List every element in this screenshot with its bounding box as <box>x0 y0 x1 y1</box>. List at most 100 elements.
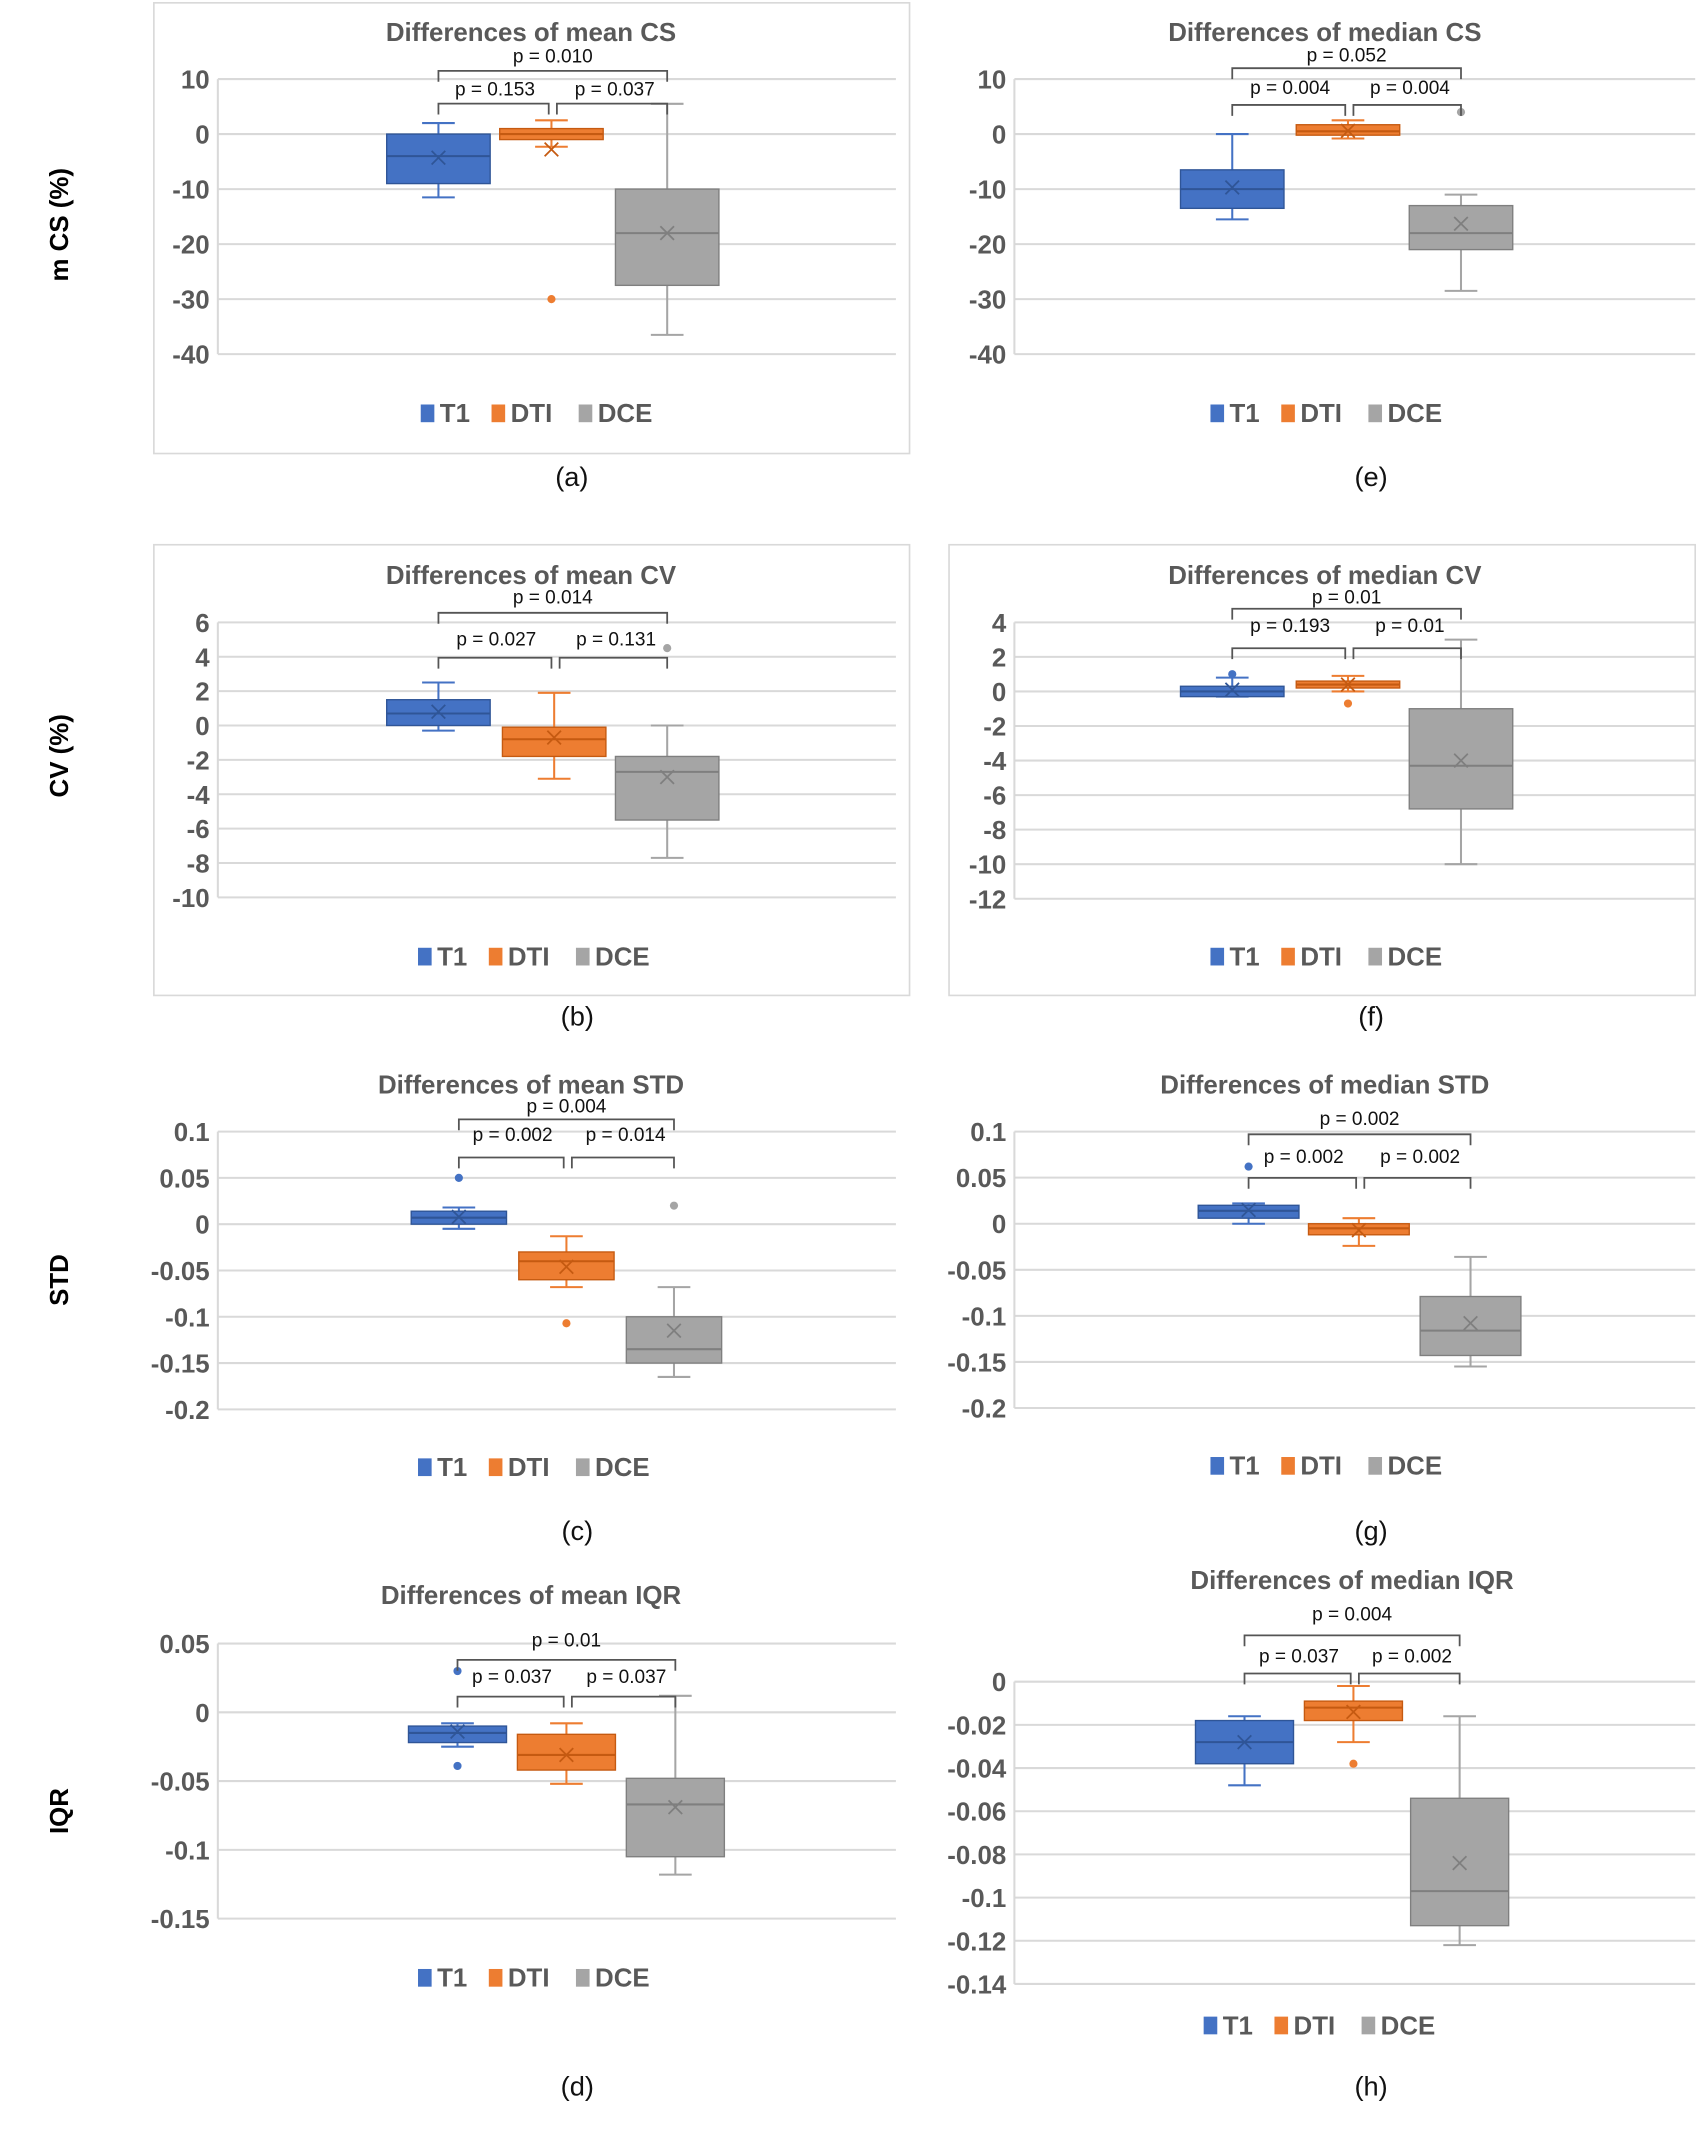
chart-title: Differences of mean STD <box>378 1071 684 1099</box>
chart-a: Differences of mean CS 10 0 -10 -20 -30 -40 p =… <box>153 2 911 492</box>
y-tick-label: -10 <box>969 177 1006 205</box>
row-label-iqr: IQR <box>46 1788 74 1834</box>
legend: T1 DTI DCE <box>418 1965 650 1993</box>
p-value-t1-dce: p = 0.01 <box>532 1630 601 1651</box>
p-value-t1-dce: p = 0.01 <box>1312 587 1381 608</box>
p-value-t1-dce: p = 0.002 <box>1320 1109 1400 1130</box>
mean-marker <box>1453 753 1469 768</box>
outlier-point <box>547 295 556 304</box>
legend-label-dce: DCE <box>1387 1453 1442 1481</box>
y-tick-label: 0 <box>195 1212 209 1240</box>
y-tick-label: 0 <box>992 1211 1006 1239</box>
mean-marker <box>451 1209 467 1225</box>
y-tick-label: -6 <box>187 816 210 844</box>
panel-caption: (a) <box>555 461 588 492</box>
y-tick-label: -2 <box>983 714 1006 742</box>
iqr-box <box>407 1725 508 1744</box>
mean-marker <box>1453 216 1469 232</box>
p-value-t1-dti: p = 0.002 <box>473 1125 553 1146</box>
p-value-t1-dce: p = 0.014 <box>513 587 593 608</box>
mean-marker <box>1351 1222 1367 1238</box>
legend: T1 DTI DCE <box>1210 400 1442 428</box>
legend-swatch-dti <box>1281 947 1295 966</box>
bracket-t1-dce <box>457 1118 675 1131</box>
p-value-t1-dce: p = 0.004 <box>1312 1604 1392 1625</box>
legend: T1 DTI DCE <box>1203 2012 1436 2040</box>
panel-caption: (c) <box>561 1515 593 1546</box>
bracket-t1-dti <box>457 1156 565 1169</box>
p-value-dti-dce: p = 0.002 <box>1380 1147 1460 1168</box>
box-dce <box>625 1201 723 1378</box>
legend-label-t1: T1 <box>1230 400 1260 428</box>
legend-label-t1: T1 <box>437 1454 467 1482</box>
bracket-t1-dti <box>1231 104 1347 116</box>
legend-swatch-t1 <box>420 404 435 423</box>
p-value-t1-dce: p = 0.004 <box>526 1097 606 1118</box>
y-tick-label: -6 <box>983 783 1006 811</box>
p-value-t1-dti: p = 0.153 <box>455 79 535 100</box>
y-tick-label: 0.1 <box>174 1119 210 1147</box>
y-tick-label: -12 <box>969 886 1006 914</box>
p-value-dti-dce: p = 0.004 <box>1370 78 1450 99</box>
mean-marker <box>1237 1734 1252 1750</box>
chart-title: Differences of median IQR <box>1190 1567 1514 1595</box>
outlier-point <box>1343 699 1353 708</box>
y-tick-label: -0.05 <box>151 1769 210 1797</box>
y-tick-label: 10 <box>977 67 1006 95</box>
bracket-t1-dti <box>437 656 553 669</box>
bracket-dti-dce <box>556 102 669 115</box>
chart-d: Differences of mean IQR 0.05 0 -0.05 -0.1 -0.… <box>151 1582 896 2102</box>
p-value-dti-dce: p = 0.037 <box>575 79 655 100</box>
mean-marker <box>1345 1704 1361 1720</box>
y-tick-label: -0.1 <box>165 1304 210 1332</box>
box-t1 <box>410 1173 508 1230</box>
legend-label-dce: DCE <box>1387 400 1442 428</box>
y-tick-label: -0.08 <box>947 1842 1006 1870</box>
box-dce <box>614 644 720 859</box>
box-t1 <box>386 681 491 732</box>
box-t1 <box>1194 1715 1295 1787</box>
mean-marker <box>450 1724 465 1740</box>
y-tick-label: -0.1 <box>962 1303 1007 1331</box>
mean-marker <box>1340 677 1356 692</box>
bracket-t1-dce <box>1231 607 1462 620</box>
box-dce <box>614 102 720 336</box>
legend: T1 DTI DCE <box>420 400 652 428</box>
y-tick-label: -10 <box>172 177 209 205</box>
mean-marker <box>558 1747 574 1763</box>
box-dce <box>625 1694 726 1876</box>
p-value-t1-dti: p = 0.002 <box>1264 1147 1344 1168</box>
panel-caption: (g) <box>1354 1515 1387 1546</box>
box-dti <box>516 1722 617 1785</box>
bracket-t1-dce <box>1231 67 1462 80</box>
box-dti <box>1295 119 1401 140</box>
p-value-dti-dce: p = 0.037 <box>586 1667 666 1688</box>
bracket-t1-dti <box>437 102 550 115</box>
legend-label-dce: DCE <box>595 943 650 971</box>
iqr-box <box>625 1777 726 1858</box>
legend-swatch-t1 <box>1203 2016 1218 2035</box>
y-tick-label: -20 <box>969 232 1006 260</box>
legend-swatch-t1 <box>418 947 432 966</box>
bracket-dti-dce <box>1352 104 1462 116</box>
y-tick-label: -10 <box>969 852 1006 880</box>
legend-label-dti: DTI <box>1300 943 1342 971</box>
iqr-box <box>1419 1295 1522 1357</box>
outlier-point <box>1244 1162 1253 1171</box>
box-dce <box>1408 638 1514 866</box>
iqr-box <box>501 726 607 758</box>
legend-label-dti: DTI <box>1300 1453 1342 1481</box>
chart-title: Differences of median CS <box>1168 19 1481 47</box>
box-dce <box>1419 1255 1522 1368</box>
chart-frame <box>948 543 1697 997</box>
box-t1 <box>407 1666 508 1771</box>
y-tick-label: -0.2 <box>165 1397 210 1425</box>
legend-swatch-dti <box>488 947 503 966</box>
y-tick-label: -0.12 <box>947 1928 1006 1956</box>
y-tick-label: -0.15 <box>151 1351 210 1379</box>
y-tick-label: 0.1 <box>970 1119 1006 1147</box>
legend-label-dce: DCE <box>1381 2012 1436 2040</box>
chart-title: Differences of mean CV <box>386 562 677 590</box>
